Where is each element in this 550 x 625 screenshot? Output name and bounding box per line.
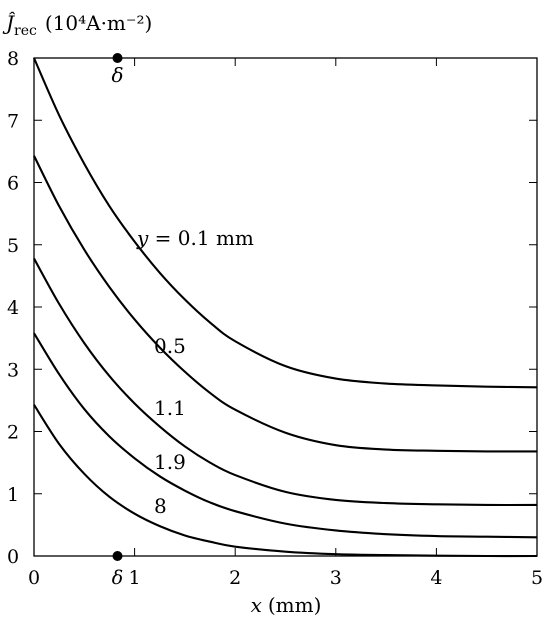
delta-label-top: δ (111, 63, 123, 87)
x-tick-label: 0 (28, 567, 40, 589)
series-label-variable: y (136, 226, 149, 250)
series-line-5 (33, 404, 538, 558)
series-label-3: 1.1 (154, 396, 186, 420)
x-tick-label: 2 (229, 567, 241, 589)
y-tick-label: 8 (7, 48, 19, 70)
delta-label-bottom: δ (112, 567, 123, 589)
series-line-4 (33, 332, 538, 539)
series-line-3 (33, 257, 538, 507)
y-axis-units: (10⁴A·m⁻²) (45, 11, 152, 35)
x-axis-title: x (mm) (251, 593, 322, 617)
plot-frame (33, 57, 538, 557)
x-tick-label: 1 (129, 567, 141, 589)
series-line-2 (33, 155, 538, 453)
series-label-2: 0.5 (154, 334, 186, 358)
y-tick-label: 6 (7, 173, 19, 195)
x-tick-label: 4 (430, 567, 442, 589)
y-tick-label: 4 (7, 297, 19, 319)
y-tick-label: 2 (7, 422, 19, 444)
markers-layer (112, 53, 123, 561)
x-axis-var: x (251, 593, 262, 617)
curves-layer (33, 57, 538, 558)
y-tick-label: 3 (7, 359, 19, 381)
y-tick-label: 5 (7, 235, 19, 257)
ticks-layer (33, 57, 538, 557)
y-tick-label: 1 (7, 484, 19, 506)
series-label-1: y = 0.1 mm (136, 226, 254, 250)
x-tick-label: 3 (330, 567, 342, 589)
y-axis-symbol: Ĵ (2, 10, 16, 35)
series-label-5: 8 (154, 494, 167, 518)
labels-layer: 0 1 2 3 4 5 0 1 2 3 4 5 6 7 8 y = 0.1 mm 0.5 1.1 1.9 8 δ δ (7, 48, 543, 589)
x-tick-label: 5 (531, 567, 543, 589)
x-axis-units: (mm) (268, 593, 322, 617)
y-axis-title: Ĵrec (10⁴A·m⁻²) (2, 10, 152, 39)
series-line-1 (33, 57, 538, 389)
series-label-value: = 0.1 mm (148, 226, 254, 250)
y-tick-label: 7 (7, 110, 19, 132)
series-label-4: 1.9 (154, 450, 186, 474)
y-axis-subscript: rec (14, 23, 37, 39)
y-tick-label: 0 (7, 546, 19, 568)
